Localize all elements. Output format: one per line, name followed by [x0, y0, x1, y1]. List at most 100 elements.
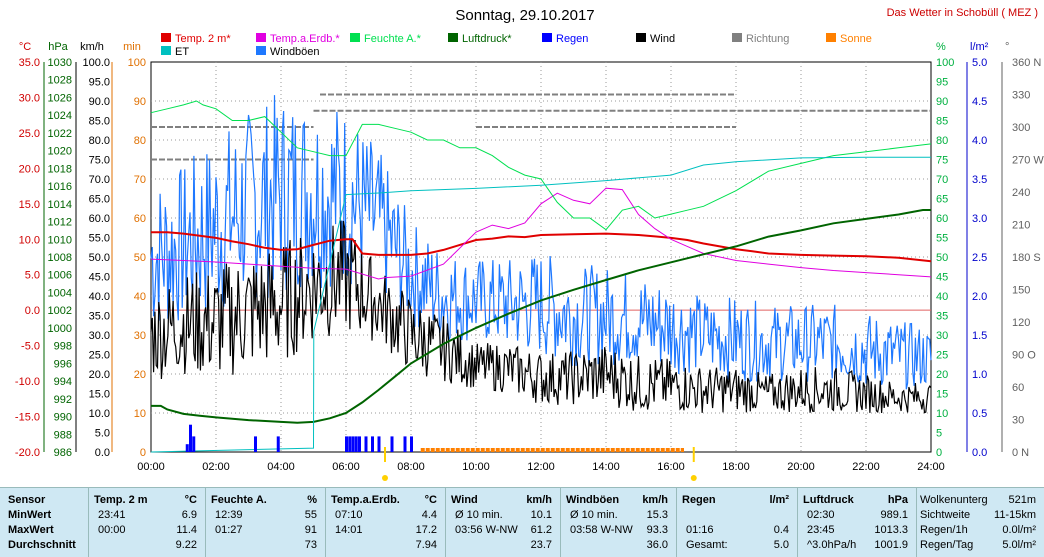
row-label-avg: Durchschnitt	[8, 539, 76, 551]
column-header: Feuchte A.	[211, 494, 267, 506]
axis-tick-label: 90	[134, 96, 146, 108]
axis-tick-label: 60	[134, 213, 146, 225]
axis-tick-label: 0	[936, 447, 942, 459]
axis-tick-label: 30.0	[19, 92, 40, 104]
max-value: 91	[304, 524, 317, 536]
legend-swatch	[542, 33, 552, 42]
rain-bar	[390, 436, 394, 452]
axis-tick-label: 2.0	[972, 291, 987, 303]
stats-column: Temp. 2 m °C 23:41 6.9 00:00 11.4 9.22	[88, 488, 206, 557]
axis-tick-label: 45	[936, 272, 948, 284]
min-time: 12:39	[215, 509, 243, 521]
axis-tick-label: 60	[936, 213, 948, 225]
x-tick-label: 02:00	[202, 461, 230, 473]
extra-column: Wolkenunterg 521m Sichtweite 11-15km Reg…	[916, 488, 1044, 557]
rain-bar	[403, 436, 407, 452]
axis-unit: %	[936, 41, 946, 53]
axis-tick-label: 0.0	[25, 305, 40, 317]
axis-tick-label: 210	[1012, 220, 1030, 232]
axis-tick-label: 50.0	[89, 252, 110, 264]
stats-column: Temp.a.Erdb. °C 07:10 4.4 14:01 17.2 7.94	[325, 488, 446, 557]
axis-tick-label: 4.0	[972, 135, 987, 147]
axis-tick-label: 50	[134, 252, 146, 264]
axis-tick-label: 0.5	[972, 408, 987, 420]
avg-value: 36.0	[646, 539, 668, 551]
axis-tick-label: 330	[1012, 90, 1030, 102]
axis-tick-label: 270 W	[1012, 155, 1044, 167]
axis-unit: min	[123, 41, 141, 53]
axis-tick-label: 20.0	[89, 369, 110, 381]
axis-tick-label: -10.0	[15, 376, 40, 388]
min-value: 10.1	[530, 509, 552, 521]
x-tick-label: 08:00	[397, 461, 425, 473]
axis-tick-label: 10.0	[89, 408, 110, 420]
legend-swatch	[161, 46, 171, 55]
axis-tick-label: 240	[1012, 187, 1030, 199]
legend-label: Richtung	[746, 33, 789, 45]
axis-tick-label: 0	[140, 447, 146, 459]
axis-tick-label: 55	[936, 233, 948, 245]
axis-tick-label: 20.0	[19, 163, 40, 175]
legend-label: Temp.a.Erdb.*	[270, 33, 340, 45]
max-time: 03:58 W-NW	[570, 524, 633, 536]
axis-tick-label: 1002	[48, 305, 72, 317]
axis-tick-label: 80	[936, 135, 948, 147]
axis-tick-label: 120	[1012, 317, 1030, 329]
axis-tick-label: -15.0	[15, 412, 40, 424]
avg-value: 73	[304, 539, 317, 551]
axis-tick-label: 1018	[48, 163, 72, 175]
series-line	[151, 231, 932, 263]
column-header: Temp.a.Erdb.	[331, 494, 400, 506]
visibility-label: Sichtweite	[920, 509, 971, 521]
axis-tick-label: 80.0	[89, 135, 110, 147]
axis-tick-label: 75.0	[89, 155, 110, 167]
row-label-column: Sensor MinWert MaxWert Durchschnitt	[0, 488, 89, 557]
axis-tick-label: 40.0	[89, 291, 110, 303]
column-header: Temp. 2 m	[94, 494, 148, 506]
column-unit: °C	[184, 494, 197, 506]
wind-line	[150, 220, 932, 414]
rain-day-value: 5.0l/m²	[1002, 539, 1036, 551]
min-time: 02:30	[807, 509, 835, 521]
max-value: 0.4	[773, 524, 789, 536]
axis-tick-label: 1012	[48, 217, 72, 229]
axis-tick-label: 10	[134, 408, 146, 420]
rain-bar	[358, 436, 361, 452]
axis-tick-label: -20.0	[15, 447, 40, 459]
series-line	[150, 100, 932, 231]
stats-table: Sensor MinWert MaxWert Durchschnitt Temp…	[0, 487, 1044, 557]
x-tick-label: 10:00	[462, 461, 490, 473]
min-value: 55	[304, 509, 317, 521]
legend-label: ET	[175, 46, 189, 58]
column-header: Regen	[682, 494, 716, 506]
sun-marker-dot	[382, 475, 388, 481]
axis-tick-label: 15.0	[89, 389, 110, 401]
legend-swatch	[732, 33, 742, 42]
axis-tick-label: 35	[936, 311, 948, 323]
max-time: 14:01	[335, 524, 363, 536]
legend: Temp. 2 m* Temp.a.Erdb.* Feuchte A.* Luftdr…	[161, 33, 872, 58]
rain-1h-label: Regen/1h	[920, 524, 968, 536]
axis-tick-label: 1.5	[972, 330, 987, 342]
axis-tick-label: 70.0	[89, 174, 110, 186]
rain-bar	[351, 436, 355, 452]
stats-column: Windböen km/h Ø 10 min. 15.3 03:58 W-NW 93.3 3…	[560, 488, 677, 557]
legend-swatch	[161, 33, 171, 42]
rain-bar	[345, 436, 348, 452]
axis-tick-label: 30.0	[89, 330, 110, 342]
stats-column: Feuchte A.% 12:39 55 01:27 91 73	[205, 488, 326, 557]
axis-tick-label: 986	[54, 447, 72, 459]
x-tick-label: 18:00	[722, 461, 750, 473]
axis-tick-label: 1024	[48, 110, 72, 122]
axis-tick-label: 25.0	[19, 128, 40, 140]
rain-bar	[364, 436, 368, 452]
axis-tick-label: 25	[936, 350, 948, 362]
legend-swatch	[256, 33, 266, 42]
column-unit: °C	[424, 494, 437, 506]
axis-tick-label: 25.0	[89, 350, 110, 362]
axis-tick-label: 40	[936, 291, 948, 303]
min-time: 23:41	[98, 509, 126, 521]
rain-bar	[354, 436, 358, 452]
axis-tick-label: 30	[936, 330, 948, 342]
axis-tick-label: 30	[134, 330, 146, 342]
